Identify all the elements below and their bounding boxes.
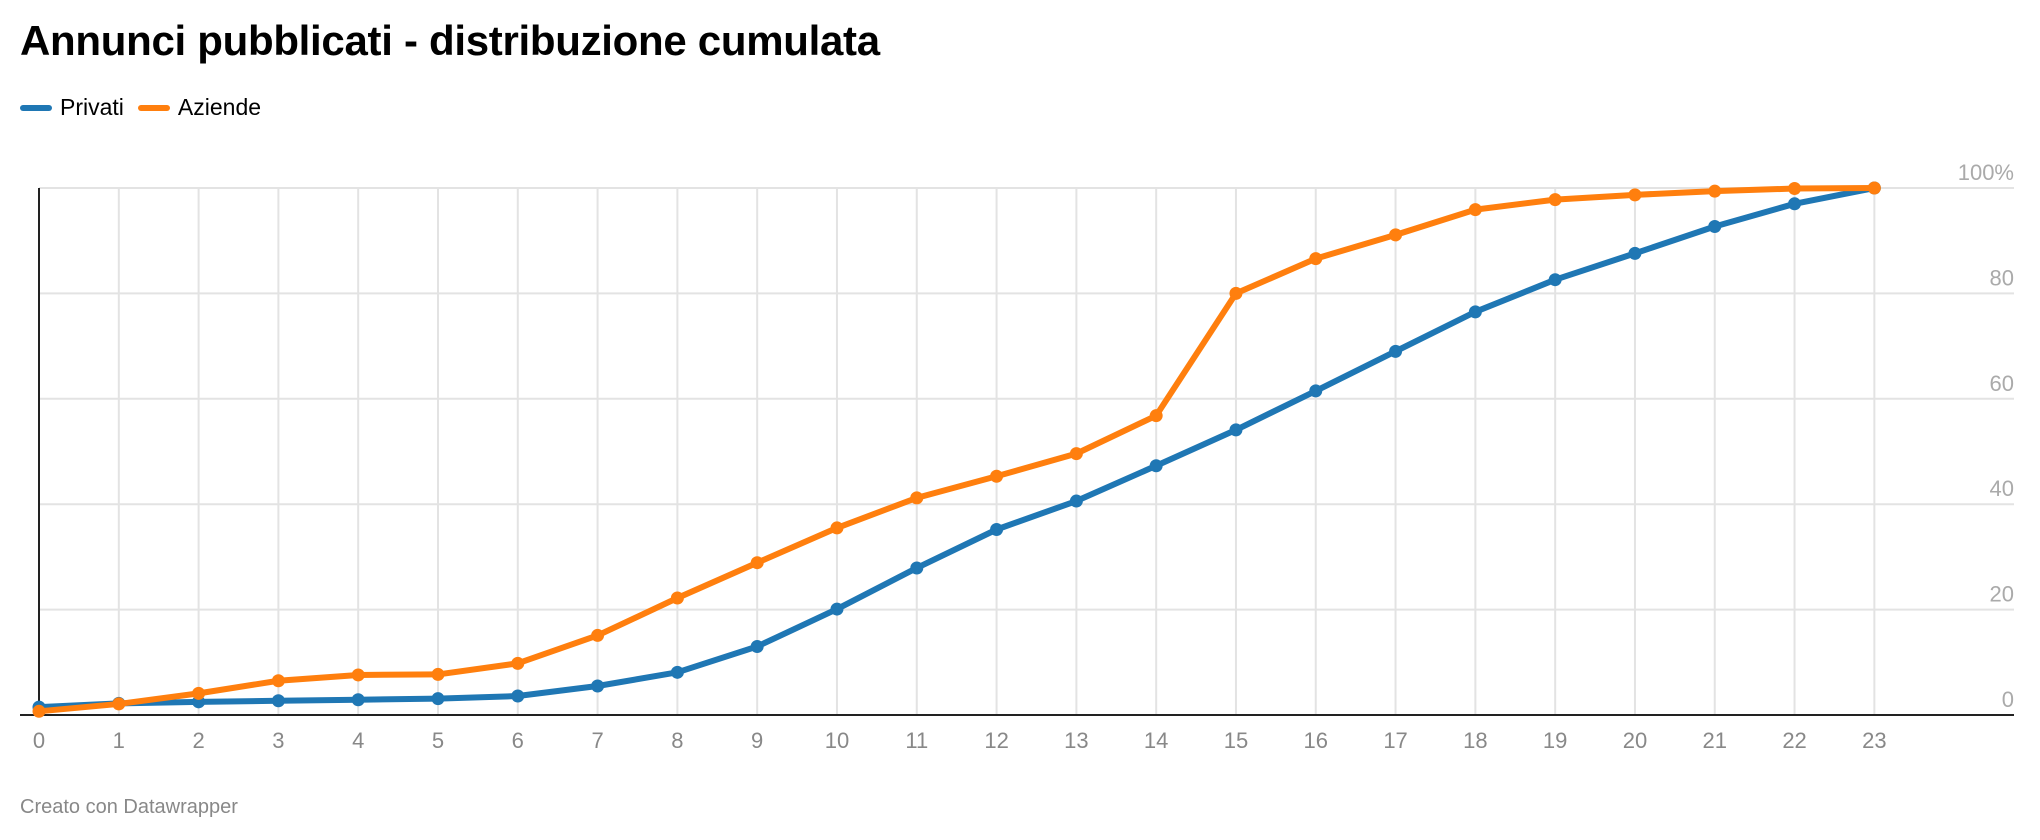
y-tick-label: 0 bbox=[2002, 687, 2014, 712]
x-tick-label: 13 bbox=[1064, 728, 1088, 753]
data-point-aziende bbox=[750, 556, 764, 570]
x-tick-label: 22 bbox=[1782, 728, 1806, 753]
data-point-aziende bbox=[910, 491, 924, 505]
data-point-privati bbox=[990, 522, 1004, 536]
data-point-privati bbox=[1788, 197, 1802, 211]
x-tick-label: 3 bbox=[272, 728, 284, 753]
y-tick-label: 100% bbox=[1958, 160, 2014, 185]
data-point-privati bbox=[1468, 305, 1482, 319]
x-tick-label: 12 bbox=[984, 728, 1008, 753]
legend: Privati Aziende bbox=[20, 96, 275, 119]
data-point-aziende bbox=[1468, 203, 1482, 217]
x-tick-label: 8 bbox=[671, 728, 683, 753]
legend-item-privati: Privati bbox=[20, 96, 124, 119]
y-tick-label: 20 bbox=[1990, 582, 2014, 607]
y-tick-label: 40 bbox=[1990, 476, 2014, 501]
data-point-aziende bbox=[1628, 188, 1642, 202]
data-point-aziende bbox=[192, 686, 206, 700]
x-tick-label: 11 bbox=[905, 728, 928, 753]
data-point-privati bbox=[351, 693, 365, 707]
x-tick-label: 2 bbox=[192, 728, 204, 753]
x-tick-label: 21 bbox=[1703, 728, 1727, 753]
data-point-privati bbox=[830, 602, 844, 616]
data-point-privati bbox=[1548, 273, 1562, 287]
x-tick-label: 20 bbox=[1623, 728, 1647, 753]
series-line-privati bbox=[36, 185, 1878, 711]
data-point-privati bbox=[750, 639, 764, 653]
data-point-privati bbox=[1708, 219, 1722, 233]
data-point-aziende bbox=[830, 521, 844, 535]
x-tick-label: 19 bbox=[1543, 728, 1567, 753]
chart-title: Annunci pubblicati - distribuzione cumul… bbox=[20, 17, 880, 64]
data-point-privati bbox=[591, 679, 605, 693]
x-tick-label: 0 bbox=[33, 728, 45, 753]
x-tick-label: 15 bbox=[1224, 728, 1248, 753]
data-point-aziende bbox=[1788, 182, 1802, 196]
y-tick-label: 80 bbox=[1990, 265, 2014, 290]
data-point-privati bbox=[1309, 384, 1323, 398]
data-point-aziende bbox=[990, 469, 1004, 483]
data-point-aziende bbox=[1309, 252, 1323, 266]
x-tick-label: 14 bbox=[1144, 728, 1168, 753]
x-tick-label: 17 bbox=[1383, 728, 1407, 753]
data-point-aziende bbox=[1229, 286, 1243, 300]
data-point-privati bbox=[1389, 344, 1403, 358]
data-point-privati bbox=[1069, 494, 1083, 508]
series-group bbox=[32, 181, 1881, 718]
x-tick-label: 6 bbox=[512, 728, 524, 753]
x-tick-label: 7 bbox=[591, 728, 603, 753]
y-tick-label: 60 bbox=[1990, 371, 2014, 396]
x-tick-label: 1 bbox=[113, 728, 125, 753]
data-point-aziende bbox=[1389, 228, 1403, 242]
legend-label-aziende: Aziende bbox=[177, 94, 262, 120]
x-tick-label: 5 bbox=[432, 728, 444, 753]
data-point-privati bbox=[431, 692, 445, 706]
data-point-aziende bbox=[271, 674, 285, 688]
data-point-aziende bbox=[1069, 447, 1083, 461]
series-line-aziende bbox=[36, 185, 1878, 715]
data-point-aziende bbox=[670, 591, 684, 605]
data-point-aziende bbox=[591, 628, 605, 642]
legend-item-aziende: Aziende bbox=[137, 94, 262, 120]
data-point-aziende bbox=[1708, 184, 1722, 198]
data-point-aziende bbox=[511, 656, 525, 670]
data-point-privati bbox=[511, 689, 525, 703]
x-tick-label: 18 bbox=[1463, 728, 1487, 753]
data-point-aziende bbox=[1548, 193, 1562, 207]
data-point-privati bbox=[910, 561, 924, 575]
x-tick-label: 23 bbox=[1862, 728, 1886, 753]
data-point-privati bbox=[670, 665, 684, 679]
legend-label-privati: Privati bbox=[60, 94, 124, 120]
data-point-aziende bbox=[351, 668, 365, 682]
x-tick-label: 9 bbox=[751, 728, 763, 753]
data-point-privati bbox=[271, 694, 285, 708]
axes bbox=[20, 188, 2014, 716]
data-point-aziende bbox=[1867, 181, 1881, 195]
legend-swatch-aziende bbox=[137, 104, 170, 111]
x-tick-label: 10 bbox=[825, 728, 849, 753]
footer-credit: Creato con Datawrapper bbox=[20, 796, 238, 818]
data-point-aziende bbox=[431, 667, 445, 681]
grid bbox=[39, 187, 2014, 715]
data-point-privati bbox=[1149, 459, 1163, 473]
data-point-aziende bbox=[1149, 409, 1163, 423]
data-point-aziende bbox=[32, 704, 46, 718]
x-tick-label: 4 bbox=[352, 728, 364, 753]
data-point-privati bbox=[1628, 246, 1642, 260]
legend-swatch-privati bbox=[20, 104, 52, 111]
data-point-aziende bbox=[112, 697, 126, 711]
x-tick-label: 16 bbox=[1304, 728, 1328, 753]
data-point-privati bbox=[1229, 423, 1243, 437]
